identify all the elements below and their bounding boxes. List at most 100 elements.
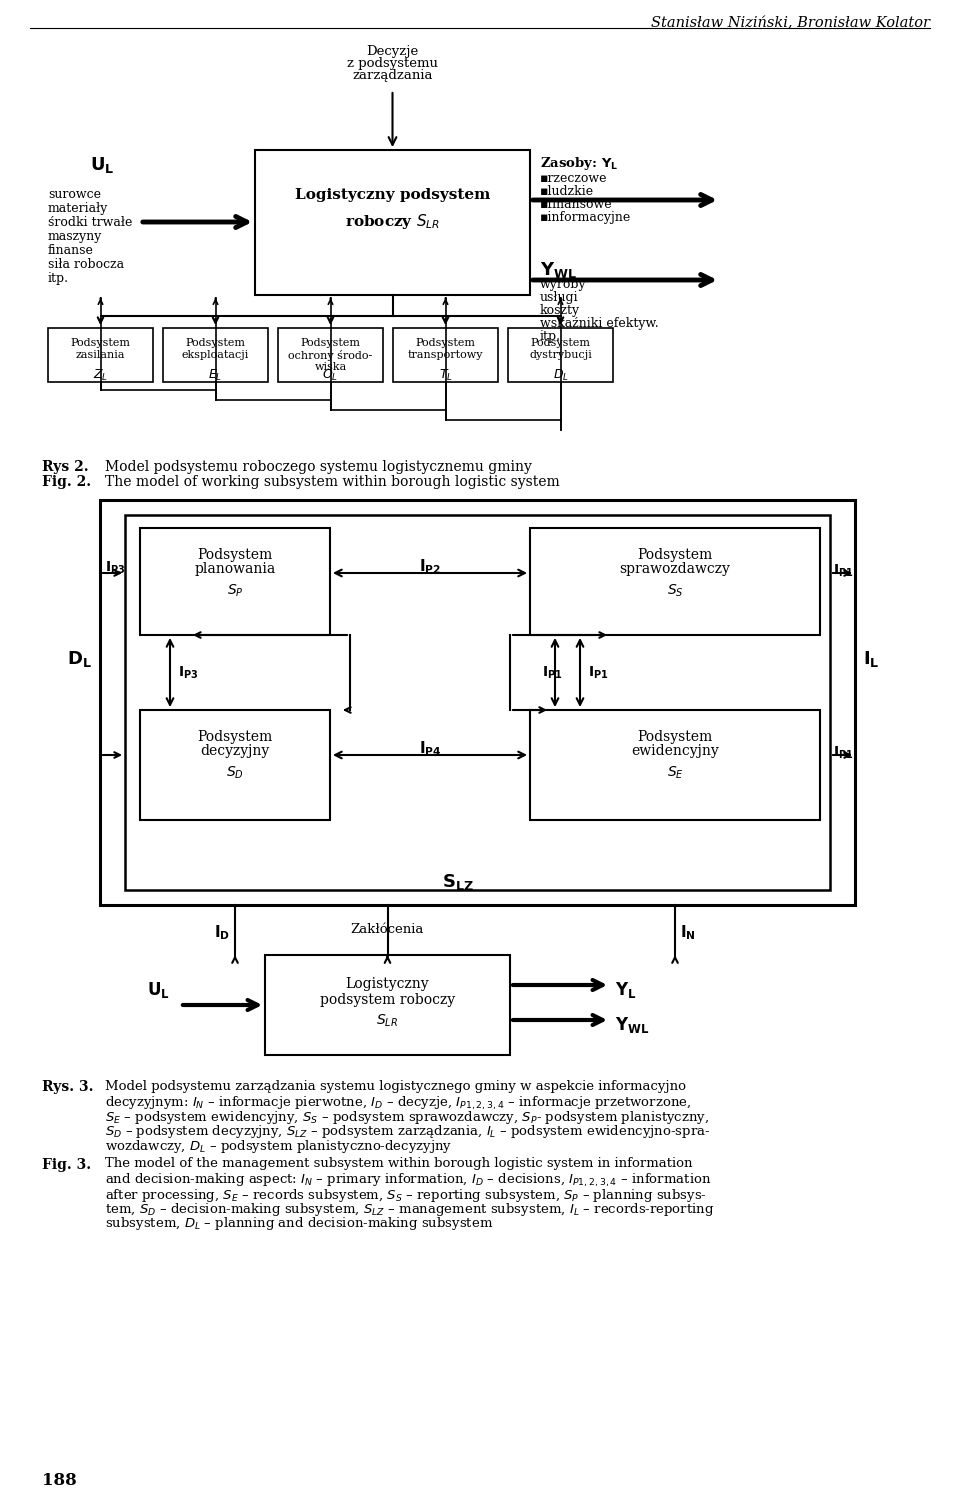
Text: $\mathbf{I_{P1}}$: $\mathbf{I_{P1}}$ (833, 744, 853, 761)
Text: ▪finansowe: ▪finansowe (540, 199, 612, 211)
Text: $\mathbf{U_L}$: $\mathbf{U_L}$ (147, 981, 170, 1000)
Text: $\mathbf{Y_{WL}}$: $\mathbf{Y_{WL}}$ (540, 260, 577, 280)
Text: podsystem roboczy: podsystem roboczy (320, 993, 455, 1008)
Text: wiska: wiska (314, 362, 347, 371)
Text: Zakłócenia: Zakłócenia (350, 923, 424, 935)
Text: $E_L$: $E_L$ (208, 368, 223, 384)
Text: zarządzania: zarządzania (352, 69, 433, 83)
Text: sprawozdawczy: sprawozdawczy (619, 562, 731, 576)
Text: after processing, $S_E$ – records subsystem, $S_S$ – reporting subsystem, $S_P$ : after processing, $S_E$ – records subsys… (105, 1187, 707, 1203)
Text: ▪ludzkie: ▪ludzkie (540, 185, 594, 199)
Text: siła robocza: siła robocza (48, 259, 124, 271)
Text: $\mathbf{I_{P4}}$: $\mathbf{I_{P4}}$ (419, 738, 442, 758)
Text: wskaźniki efektyw.: wskaźniki efektyw. (540, 317, 659, 329)
Text: $\mathbf{I_{P3}}$: $\mathbf{I_{P3}}$ (105, 559, 126, 576)
Text: środki trwałe: środki trwałe (48, 217, 132, 229)
Text: $\mathbf{D_L}$: $\mathbf{D_L}$ (67, 650, 92, 669)
Text: and decision-making aspect: $I_N$ – primary information, $I_D$ – decisions, $I_{: and decision-making aspect: $I_N$ – prim… (105, 1172, 711, 1190)
Text: ▪informacyjne: ▪informacyjne (540, 211, 632, 224)
Text: wozdawczy, $D_L$ – podsystem planistyczno-decyzyjny: wozdawczy, $D_L$ – podsystem planistyczn… (105, 1139, 452, 1155)
Text: finanse: finanse (48, 244, 94, 257)
Text: Podsystem: Podsystem (531, 338, 590, 347)
Text: koszty: koszty (540, 304, 580, 317)
Bar (255, 150, 530, 295)
Text: $\mathbf{I_{P2}}$: $\mathbf{I_{P2}}$ (419, 556, 441, 576)
Bar (530, 710, 820, 820)
Text: Logistyczny: Logistyczny (346, 978, 429, 991)
Text: Zasoby: $\mathbf{Y_L}$: Zasoby: $\mathbf{Y_L}$ (540, 155, 618, 171)
Text: Decyzje: Decyzje (367, 45, 419, 59)
Text: $S_P$: $S_P$ (227, 584, 243, 600)
Text: ▪rzeczowe: ▪rzeczowe (540, 171, 608, 185)
Text: itp.: itp. (48, 272, 69, 284)
Text: $\mathbf{I_{P1}}$: $\mathbf{I_{P1}}$ (833, 562, 853, 579)
Text: transportowy: transportowy (408, 350, 483, 359)
Text: $Z_L$: $Z_L$ (93, 368, 108, 384)
Text: $\mathbf{Y_L}$: $\mathbf{Y_L}$ (615, 981, 636, 1000)
Text: Podsystem: Podsystem (70, 338, 131, 347)
Text: Podsystem: Podsystem (300, 338, 361, 347)
Text: materiały: materiały (48, 202, 108, 215)
Text: $S_E$ – podsystem ewidencyjny, $S_S$ – podsystem sprawozdawczy, $S_P$- podsystem: $S_E$ – podsystem ewidencyjny, $S_S$ – p… (105, 1108, 709, 1126)
Text: $S_S$: $S_S$ (666, 584, 684, 600)
Text: subsystem, $D_L$ – planning and decision-making subsystem: subsystem, $D_L$ – planning and decision… (105, 1215, 493, 1232)
Text: itp.: itp. (540, 329, 561, 343)
Text: $\mathbf{I_{P3}}$: $\mathbf{I_{P3}}$ (178, 665, 199, 681)
Text: eksploatacji: eksploatacji (181, 350, 250, 359)
Text: Podsystem: Podsystem (416, 338, 475, 347)
Bar (278, 328, 383, 382)
Text: $\mathbf{I_N}$: $\mathbf{I_N}$ (680, 923, 696, 942)
Text: wyroby: wyroby (540, 278, 587, 290)
Text: surowce: surowce (48, 188, 101, 202)
Text: maszyny: maszyny (48, 230, 103, 244)
Bar (530, 528, 820, 635)
Text: z podsystemu: z podsystemu (347, 57, 438, 71)
Text: zasilania: zasilania (76, 350, 125, 359)
Text: ochrony środo-: ochrony środo- (288, 350, 372, 361)
Text: The model of the management subsystem within borough logistic system in informat: The model of the management subsystem wi… (105, 1158, 692, 1170)
Text: Rys. 3.: Rys. 3. (42, 1080, 93, 1093)
Text: $S_E$: $S_E$ (666, 766, 684, 782)
Text: Podsystem: Podsystem (637, 729, 712, 744)
Bar (140, 528, 330, 635)
Text: $\mathbf{I_{P1}}$: $\mathbf{I_{P1}}$ (588, 665, 609, 681)
Text: Rys 2.: Rys 2. (42, 460, 88, 474)
Text: $\mathbf{I_{P1}}$: $\mathbf{I_{P1}}$ (542, 665, 563, 681)
Text: decyzyjnym: $I_N$ – informacje pierwotne, $I_D$ – decyzje, $I_{P1,2,3,4}$ – info: decyzyjnym: $I_N$ – informacje pierwotne… (105, 1095, 691, 1111)
Bar (140, 710, 330, 820)
Text: $\mathbf{I_D}$: $\mathbf{I_D}$ (214, 923, 230, 942)
Text: roboczy $S_{LR}$: roboczy $S_{LR}$ (345, 212, 440, 232)
Text: dystrybucji: dystrybucji (529, 350, 592, 359)
Bar (163, 328, 268, 382)
Bar (48, 328, 153, 382)
Text: The model of working subsystem within borough logistic system: The model of working subsystem within bo… (105, 475, 560, 489)
Text: 188: 188 (42, 1472, 77, 1489)
Text: usługi: usługi (540, 290, 579, 304)
Text: Model podsystemu zarządzania systemu logistycznego gminy w aspekcie informacyjno: Model podsystemu zarządzania systemu log… (105, 1080, 686, 1093)
Text: Podsystem: Podsystem (185, 338, 246, 347)
Text: Podsystem: Podsystem (198, 729, 273, 744)
Text: tem, $S_D$ – decision-making subsystem, $S_{LZ}$ – management subsystem, $I_L$ –: tem, $S_D$ – decision-making subsystem, … (105, 1202, 714, 1218)
Text: $\mathbf{Y_{WL}}$: $\mathbf{Y_{WL}}$ (615, 1015, 649, 1035)
Text: $\mathbf{I_L}$: $\mathbf{I_L}$ (863, 650, 879, 669)
Bar (125, 514, 830, 890)
Text: $\mathbf{S_{LZ}}$: $\mathbf{S_{LZ}}$ (442, 872, 473, 892)
Text: $S_D$: $S_D$ (226, 766, 244, 782)
Text: Stanisław Niziński, Bronisław Kolator: Stanisław Niziński, Bronisław Kolator (651, 17, 930, 30)
Bar (265, 955, 510, 1054)
Text: $O_L$: $O_L$ (323, 368, 339, 384)
Text: $D_L$: $D_L$ (553, 368, 568, 384)
Text: Podsystem: Podsystem (637, 547, 712, 562)
Bar (100, 499, 855, 905)
Text: Fig. 2.: Fig. 2. (42, 475, 91, 489)
Text: Logistyczny podsystem: Logistyczny podsystem (295, 188, 491, 202)
Text: Podsystem: Podsystem (198, 547, 273, 562)
Text: planowania: planowania (194, 562, 276, 576)
Text: $\mathbf{U_L}$: $\mathbf{U_L}$ (90, 155, 114, 174)
Bar (393, 328, 498, 382)
Text: decyzyjny: decyzyjny (201, 744, 270, 758)
Bar (508, 328, 613, 382)
Text: Fig. 3.: Fig. 3. (42, 1158, 91, 1172)
Text: $S_D$ – podsystem decyzyjny, $S_{LZ}$ – podsystem zarządzania, $I_L$ – podsystem: $S_D$ – podsystem decyzyjny, $S_{LZ}$ – … (105, 1123, 710, 1140)
Text: $S_{LR}$: $S_{LR}$ (376, 1014, 398, 1029)
